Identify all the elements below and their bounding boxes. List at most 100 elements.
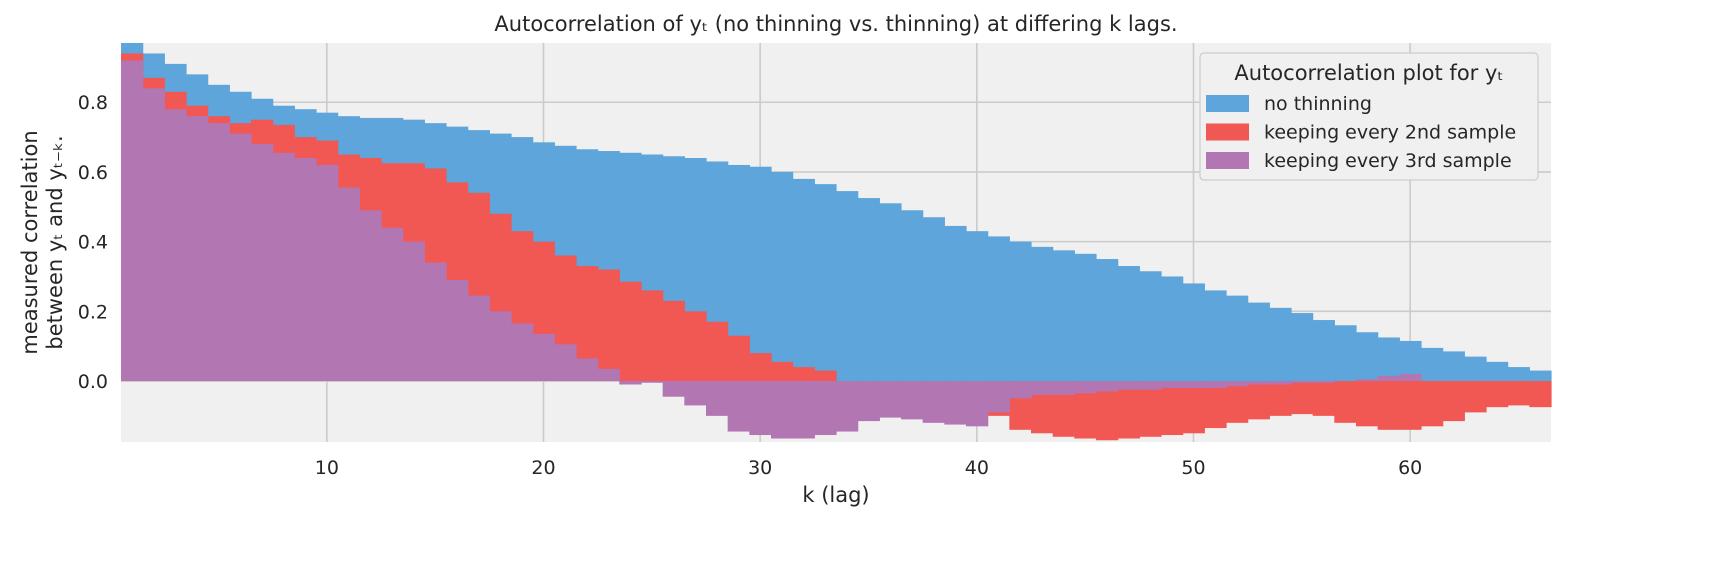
legend-box (1199, 52, 1539, 181)
bar (1507, 381, 1530, 406)
bar (1052, 250, 1075, 382)
bar (142, 88, 165, 382)
bar (1529, 370, 1552, 382)
bar (576, 358, 599, 382)
bar (576, 266, 599, 382)
bar (359, 210, 382, 382)
bar (489, 311, 512, 382)
bar (1269, 381, 1292, 385)
bar (1096, 259, 1119, 382)
bar (901, 381, 924, 420)
bar (1334, 325, 1357, 382)
bar (121, 60, 144, 382)
y-axis-label-line2: between yₜ and yₜ₋ₖ. (43, 135, 67, 349)
bar (1377, 337, 1400, 382)
x-tick-label: 50 (1181, 457, 1205, 479)
bar (662, 300, 685, 382)
bar (987, 236, 1010, 382)
bar (879, 381, 902, 418)
bar (1161, 276, 1184, 382)
legend-label: keeping every 2nd sample (1264, 122, 1516, 144)
legend-swatch (1206, 123, 1249, 141)
x-tick-label: 20 (531, 457, 555, 479)
y-axis-label-line1: measured correlation (18, 130, 42, 354)
bar (1247, 381, 1270, 385)
y-axis-label: measured correlation between yₜ and yₜ₋ₖ… (18, 130, 67, 354)
bar (381, 227, 404, 382)
bar (1291, 313, 1314, 382)
bar (749, 353, 772, 382)
bar (1486, 361, 1509, 382)
bar (1052, 381, 1075, 395)
bar (1139, 381, 1162, 390)
bar (1117, 381, 1140, 439)
y-tick-label: 0.4 (78, 232, 108, 254)
bar (966, 381, 989, 427)
bar (814, 370, 837, 382)
bar (1269, 307, 1292, 382)
bar (251, 144, 274, 382)
bar (1269, 381, 1292, 416)
y-tick-label: 0.8 (78, 92, 108, 114)
bar (1312, 381, 1335, 383)
bar (337, 187, 360, 382)
bar (1117, 381, 1140, 390)
bar (294, 157, 317, 382)
bar (792, 381, 815, 439)
bar (316, 164, 339, 382)
bar (424, 262, 447, 382)
legend: Autocorrelation plot for yₜ no thinning k… (1199, 52, 1539, 181)
bar (1399, 340, 1422, 382)
bar (836, 191, 859, 382)
bar (987, 381, 1010, 413)
series-keeping-every-3rd-sample (121, 60, 1422, 439)
x-tick-label: 40 (965, 457, 989, 479)
bar (814, 184, 837, 382)
bar (792, 367, 815, 382)
bar (662, 381, 685, 397)
bar (597, 368, 620, 382)
bar (1074, 381, 1097, 439)
bar (1096, 381, 1119, 392)
legend-title: Autocorrelation plot for yₜ (1234, 61, 1503, 85)
bars-layer (121, 43, 1552, 441)
bar (727, 164, 750, 382)
x-tick-label: 10 (315, 457, 339, 479)
bar (1464, 356, 1487, 382)
bar (749, 381, 772, 436)
bar (1117, 266, 1140, 382)
bar (1247, 381, 1270, 420)
bar (1377, 381, 1400, 430)
bar (1139, 381, 1162, 437)
bar (467, 295, 490, 382)
bar (532, 333, 555, 382)
bar (1161, 381, 1184, 436)
bar (1312, 381, 1335, 416)
bar (186, 116, 209, 382)
legend-label: keeping every 3rd sample (1264, 150, 1512, 172)
bar (446, 279, 469, 382)
bar (1421, 347, 1444, 382)
bar (792, 178, 815, 382)
bar (771, 171, 794, 382)
bar (771, 381, 794, 439)
bar (1074, 253, 1097, 382)
bar (879, 203, 902, 382)
bar (1442, 381, 1465, 422)
bar (1139, 271, 1162, 382)
bar (706, 381, 729, 416)
bar (857, 381, 880, 422)
bar (1204, 290, 1227, 382)
bar (272, 152, 295, 382)
bar (1507, 367, 1530, 382)
bar (1399, 374, 1422, 382)
bar (857, 198, 880, 382)
bar (207, 123, 230, 382)
bar (1334, 381, 1357, 423)
bar (1291, 381, 1314, 383)
bar (1182, 283, 1205, 382)
bar (164, 109, 187, 382)
bar (402, 241, 425, 382)
